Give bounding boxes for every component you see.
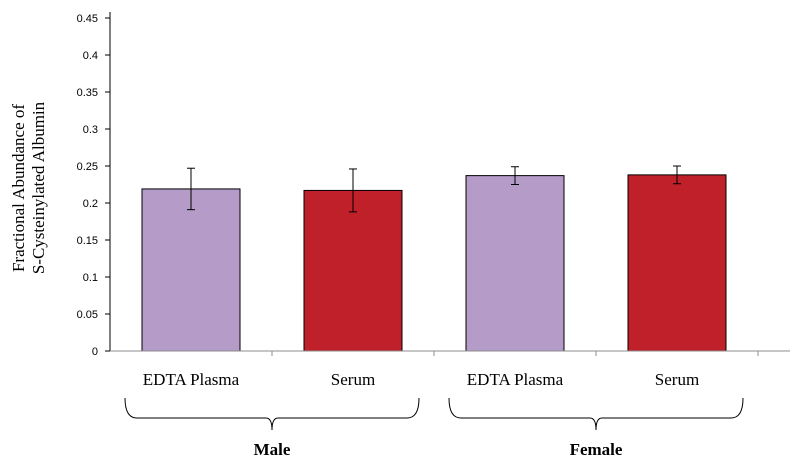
y-tick-label: 0.35 bbox=[77, 87, 98, 99]
y-tick-label: 0.2 bbox=[83, 198, 98, 210]
x-axis-ticks bbox=[272, 351, 758, 356]
bars bbox=[142, 175, 726, 351]
category-labels: EDTA Plasma Serum EDTA Plasma Serum bbox=[143, 370, 699, 389]
y-tick-label: 0.25 bbox=[77, 161, 98, 173]
error-bars bbox=[187, 166, 681, 212]
bar bbox=[304, 190, 402, 351]
y-tick-label: 0.15 bbox=[77, 235, 98, 247]
y-tick-label: 0.4 bbox=[83, 50, 98, 62]
category-label: Serum bbox=[331, 370, 375, 389]
group-label: Male bbox=[254, 440, 291, 459]
bar bbox=[628, 175, 726, 351]
bar bbox=[466, 176, 564, 351]
y-tick-label: 0.05 bbox=[77, 309, 98, 321]
category-label: EDTA Plasma bbox=[143, 370, 240, 389]
group-label: Female bbox=[570, 440, 623, 459]
category-label: EDTA Plasma bbox=[467, 370, 564, 389]
group-brace bbox=[125, 398, 419, 430]
y-axis-title-line-1: Fractional Abundance of bbox=[9, 104, 28, 272]
bar bbox=[142, 189, 240, 351]
y-axis-title: Fractional Abundance of S-Cysteinylated … bbox=[9, 101, 48, 274]
y-axis-title-line-2: S-Cysteinylated Albumin bbox=[29, 101, 48, 274]
y-tick-label: 0.1 bbox=[83, 272, 98, 284]
y-tick-label: 0.45 bbox=[77, 13, 98, 25]
y-tick-label: 0 bbox=[92, 346, 98, 358]
y-axis-ticks: 0 0.05 0.1 0.15 0.2 0.25 0.3 0.35 0.4 0.45 bbox=[77, 13, 110, 358]
group-labels: Male Female bbox=[254, 440, 623, 459]
y-tick-label: 0.3 bbox=[83, 124, 98, 136]
group-brace bbox=[449, 398, 743, 430]
category-label: Serum bbox=[655, 370, 699, 389]
group-braces bbox=[125, 398, 743, 430]
